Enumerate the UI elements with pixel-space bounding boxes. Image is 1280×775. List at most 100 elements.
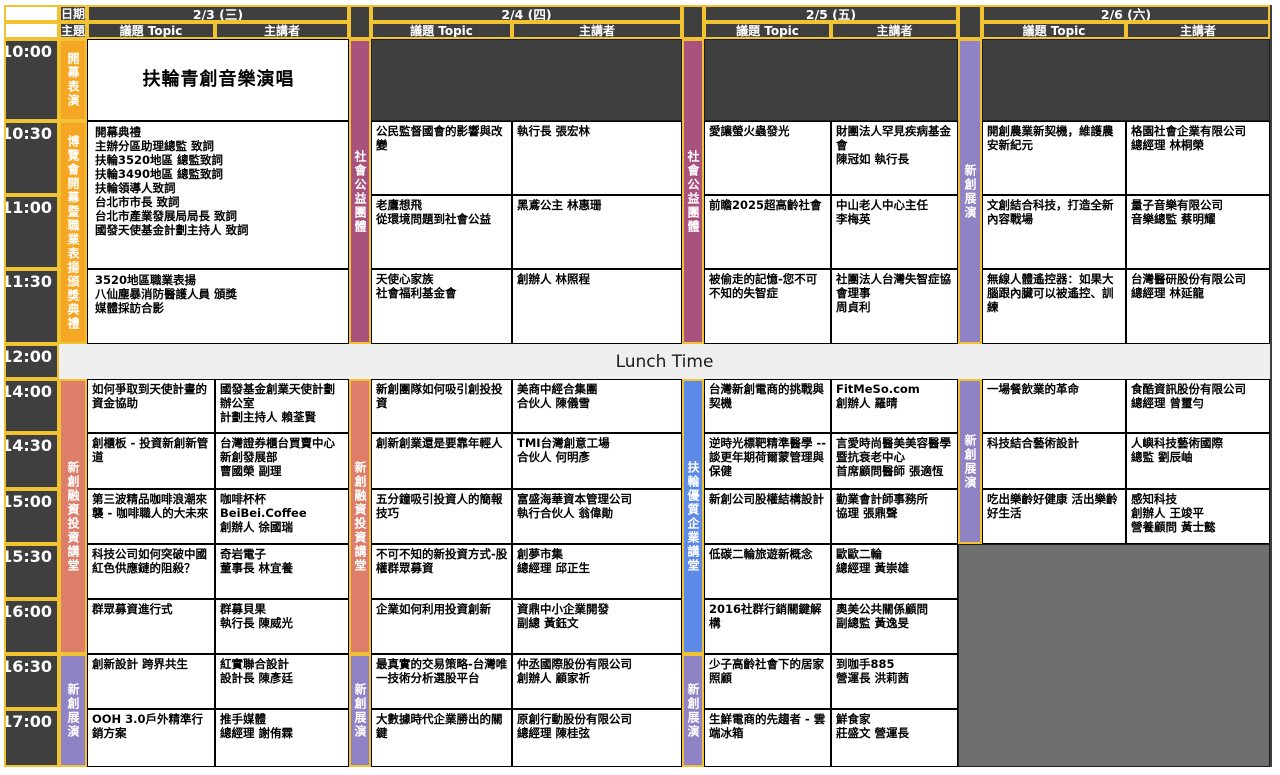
time-cell: 14:30 (4, 433, 59, 489)
theme-band-label: 新創展演 (686, 682, 700, 739)
theme-band-label: 新創展演 (963, 163, 977, 220)
day-header-0: 2/3 (三) (87, 5, 349, 22)
theme-band-label: 開幕表演 (66, 52, 80, 108)
speaker-column-header: 主講者 (512, 22, 682, 39)
session-speaker-cell: 創夢市集 總經理 邱正生 (512, 544, 682, 599)
empty-slot-cell (371, 39, 682, 121)
session-speaker-cell: 勤業會計師事務所 協理 張鼎聲 (831, 489, 958, 544)
session-speaker-cell: 奇岩電子 董事長 林宜養 (215, 544, 349, 599)
time-cell: 10:30 (4, 121, 59, 195)
session-topic-cell: 台灣新創電商的挑戰與契機 (704, 379, 831, 433)
time-cell: 12:00 (4, 344, 59, 379)
session-topic-cell: 天使心家族 社會福利基金會 (371, 269, 512, 344)
session-topic-cell: 2016社群行銷關鍵解構 (704, 599, 831, 654)
band-column-header-filler (349, 5, 371, 39)
session-speaker-cell: 創辦人 林照程 (512, 269, 682, 344)
theme-band: 開幕表演 (59, 39, 87, 121)
day-header-3: 2/6 (六) (982, 5, 1270, 22)
time-cell: 10:00 (4, 39, 59, 121)
theme-band: 新創展演 (59, 654, 87, 767)
band-column-header-filler (958, 5, 982, 39)
session-speaker-cell: 言愛時尚醫美美容醫學暨抗衰老中心 首席顧問醫師 張適恆 (831, 433, 958, 489)
session-topic-cell: 無線人體遙控器：如果大腦跟內臟可以被遙控、訓練 (982, 269, 1126, 344)
session-topic-cell: 創櫃板 - 投資新創新管道 (87, 433, 215, 489)
session-speaker-cell: 富盛海華資本管理公司 執行合伙人 翁偉勛 (512, 489, 682, 544)
session-topic-cell: 創新設計 跨界共生 (87, 654, 215, 709)
session-speaker-cell: 格園社會企業有限公司 總經理 林桐榮 (1126, 121, 1270, 195)
time-cell: 15:00 (4, 489, 59, 544)
session-topic-cell: 文創結合科技，打造全新內容戰場 (982, 195, 1126, 269)
merged-session-cell: 開幕典禮 主辦分區助理總監 致詞 扶輪3520地區 總監致詞 扶輪3490地區 … (87, 121, 349, 269)
session-speaker-cell: 仲丞國際股份有限公司 創辦人 顧家祈 (512, 654, 682, 709)
session-topic-cell: 科技公司如何突破中國紅色供應鏈的阻殺？ (87, 544, 215, 599)
day-header-2: 2/5 (五) (704, 5, 958, 22)
session-topic-cell: 企業如何利用投資創新 (371, 599, 512, 654)
merged-session-cell: 扶輪青創音樂演唱 (87, 39, 349, 121)
session-speaker-cell: 台灣證券櫃台買賣中心 新創發展部 曹國榮 副理 (215, 433, 349, 489)
merged-session-cell: 3520地區職業表揚 八仙塵暴消防醫護人員 頒獎 媒體採訪合影 (87, 269, 349, 344)
session-speaker-cell: 奧美公共關係顧問 副總監 黃逸旻 (831, 599, 958, 654)
session-topic-cell: 第三波精品咖啡浪潮來襲 - 咖啡職人的大未來 (87, 489, 215, 544)
corner-cell (4, 5, 59, 22)
session-topic-cell: 如何爭取到天使計畫的資金協助 (87, 379, 215, 433)
speaker-column-header: 主講者 (215, 22, 349, 39)
theme-band: 新創展演 (349, 654, 371, 767)
session-speaker-cell: 量子音樂有限公司 音樂總監 蔡明耀 (1126, 195, 1270, 269)
session-speaker-cell: 財團法人罕見疾病基金會 陳冠如 執行長 (831, 121, 958, 195)
topic-column-header: 議題 Topic (982, 22, 1126, 39)
time-cell: 14:00 (4, 379, 59, 433)
session-speaker-cell: 推手媒體 總經理 謝侑霖 (215, 709, 349, 767)
theme-band-label: 社會公益團體 (686, 149, 700, 234)
session-topic-cell: 老鷹想飛 從環境問題到社會公益 (371, 195, 512, 269)
theme-row-label: 主題 (59, 22, 87, 39)
theme-band: 新創展演 (958, 379, 982, 544)
session-topic-cell: 群眾募資進行式 (87, 599, 215, 654)
empty-slot-cell (982, 39, 1270, 121)
time-cell: 15:30 (4, 544, 59, 599)
topic-column-header: 議題 Topic (704, 22, 831, 39)
session-speaker-cell: 黑鳶公主 林惠珊 (512, 195, 682, 269)
session-speaker-cell: FitMeSo.com 創辦人 羅晴 (831, 379, 958, 433)
session-topic-cell: 創新創業還是要靠年輕人 (371, 433, 512, 489)
session-speaker-cell: 資鼎中小企業開發 副總 黃鈺文 (512, 599, 682, 654)
session-topic-cell: 新創團隊如何吸引創投投資 (371, 379, 512, 433)
session-topic-cell: 生鮮電商的先趨者 - 雲端冰箱 (704, 709, 831, 767)
session-speaker-cell: 人嶼科技藝術國際 總監 劉辰岫 (1126, 433, 1270, 489)
band-column-header-filler (682, 5, 704, 39)
theme-band-label: 扶輪優質企業講堂 (686, 460, 700, 573)
session-topic-cell: 五分鐘吸引投資人的簡報技巧 (371, 489, 512, 544)
session-topic-cell: 吃出樂齡好健康 活出樂齡好生活 (982, 489, 1126, 544)
topic-column-header: 議題 Topic (87, 22, 215, 39)
session-topic-cell: 最真實的交易策略-台灣唯一技術分析選股平台 (371, 654, 512, 709)
schedule-grid: 日期 主題 2/3 (三) 議題 Topic 主講者 開幕表演 博覽會開幕暨職業表揚頒獎典禮… (4, 5, 1272, 767)
session-speaker-cell: 食酷資訊股份有限公司 總經理 曾璽勻 (1126, 379, 1270, 433)
session-topic-cell: OOH 3.0戶外精準行銷方案 (87, 709, 215, 767)
theme-band: 扶輪優質企業講堂 (682, 379, 704, 654)
speaker-column-header: 主講者 (831, 22, 958, 39)
date-row-label: 日期 (59, 5, 87, 22)
session-topic-cell: 愛讓螢火蟲發光 (704, 121, 831, 195)
session-speaker-cell: 群募貝果 執行長 陳威光 (215, 599, 349, 654)
schedule-board: 日期 主題 2/3 (三) 議題 Topic 主講者 開幕表演 博覽會開幕暨職業表揚頒獎典禮… (4, 5, 1272, 767)
session-speaker-cell: 國發基金創業天使計劃辦公室 計劃主持人 賴荃賢 (215, 379, 349, 433)
session-topic-cell: 一場餐飲業的革命 (982, 379, 1126, 433)
theme-band-label: 新創融資投資講堂 (66, 460, 80, 573)
empty-slot-cell (704, 39, 958, 121)
session-speaker-cell: 美商中經合集團 合伙人 陳儀雪 (512, 379, 682, 433)
session-speaker-cell: 鮮食家 莊盛文 營運長 (831, 709, 958, 767)
corner-cell (4, 22, 59, 39)
session-topic-cell: 逆時光標靶精準醫學 --談更年期荷爾蒙管理與保健 (704, 433, 831, 489)
session-topic-cell: 公民監督國會的影響與改變 (371, 121, 512, 195)
theme-band: 社會公益團體 (682, 39, 704, 344)
theme-band-label: 新創展演 (963, 433, 977, 490)
theme-band: 社會公益團體 (349, 39, 371, 344)
theme-band-label: 新創展演 (353, 682, 367, 739)
session-speaker-cell: 社團法人台灣失智症協會理事 周貞利 (831, 269, 958, 344)
session-topic-cell: 前瞻2025超高齡社會 (704, 195, 831, 269)
session-topic-cell: 科技結合藝術設計 (982, 433, 1126, 489)
theme-band: 博覽會開幕暨職業表揚頒獎典禮 (59, 121, 87, 344)
theme-band-label: 新創融資投資講堂 (353, 460, 367, 573)
time-cell: 17:00 (4, 709, 59, 767)
session-topic-cell: 不可不知的新投資方式-股權群眾募資 (371, 544, 512, 599)
session-topic-cell: 被偷走的記憶-您不可不知的失智症 (704, 269, 831, 344)
